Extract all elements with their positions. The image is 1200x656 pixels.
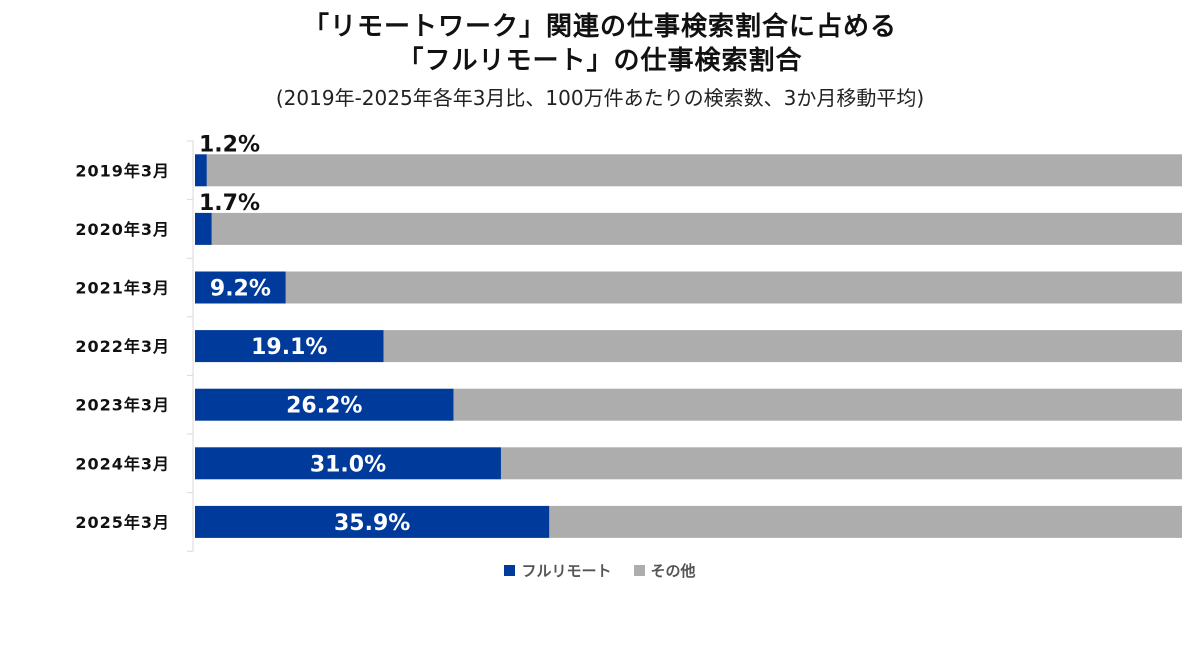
legend: フルリモート その他 <box>0 560 1200 581</box>
chart-subtitle: (2019年-2025年各年3月比、100万件あたりの検索数、3か月移動平均) <box>275 86 925 110</box>
bar-full-remote <box>195 271 286 304</box>
legend-label-full-remote: フルリモート <box>521 562 612 580</box>
bar-full-remote <box>195 212 212 245</box>
data-label: 9.2% <box>210 277 271 302</box>
category-label: 2021年3月 <box>75 279 170 298</box>
bar-full-remote <box>195 154 207 187</box>
bar-other <box>285 271 1183 304</box>
category-label: 2019年3月 <box>75 161 170 180</box>
legend-item-other: その他 <box>633 560 696 581</box>
data-label: 1.2% <box>199 132 260 157</box>
bar-full-remote <box>195 388 454 421</box>
legend-swatch-other <box>633 565 645 576</box>
category-label: 2025年3月 <box>75 513 170 532</box>
bar-other <box>549 505 1182 538</box>
bar-other <box>500 447 1183 480</box>
bar-full-remote <box>195 505 550 538</box>
data-label: 19.1% <box>251 335 327 360</box>
data-label: 31.0% <box>310 452 386 477</box>
data-label: 26.2% <box>286 394 362 419</box>
bar-full-remote <box>195 447 501 480</box>
chart-title-line1: 「リモートワーク」関連の仕事検索割合に占める <box>302 12 897 42</box>
bar-other <box>383 330 1183 363</box>
bar-other <box>211 212 1183 245</box>
legend-label-other: その他 <box>650 562 696 580</box>
category-label: 2023年3月 <box>75 396 170 415</box>
bar-other <box>206 154 1182 187</box>
data-label: 35.9% <box>334 511 410 536</box>
data-label: 1.7% <box>199 191 260 216</box>
bar-other <box>453 388 1182 421</box>
legend-item-full-remote: フルリモート <box>504 560 612 581</box>
category-label: 2024年3月 <box>75 454 170 473</box>
category-label: 2020年3月 <box>75 220 170 239</box>
legend-swatch-full-remote <box>504 565 516 576</box>
bar-full-remote <box>195 330 384 363</box>
chart-title-line2: 「フルリモート」の仕事検索割合 <box>397 46 803 76</box>
category-label: 2022年3月 <box>75 337 170 356</box>
